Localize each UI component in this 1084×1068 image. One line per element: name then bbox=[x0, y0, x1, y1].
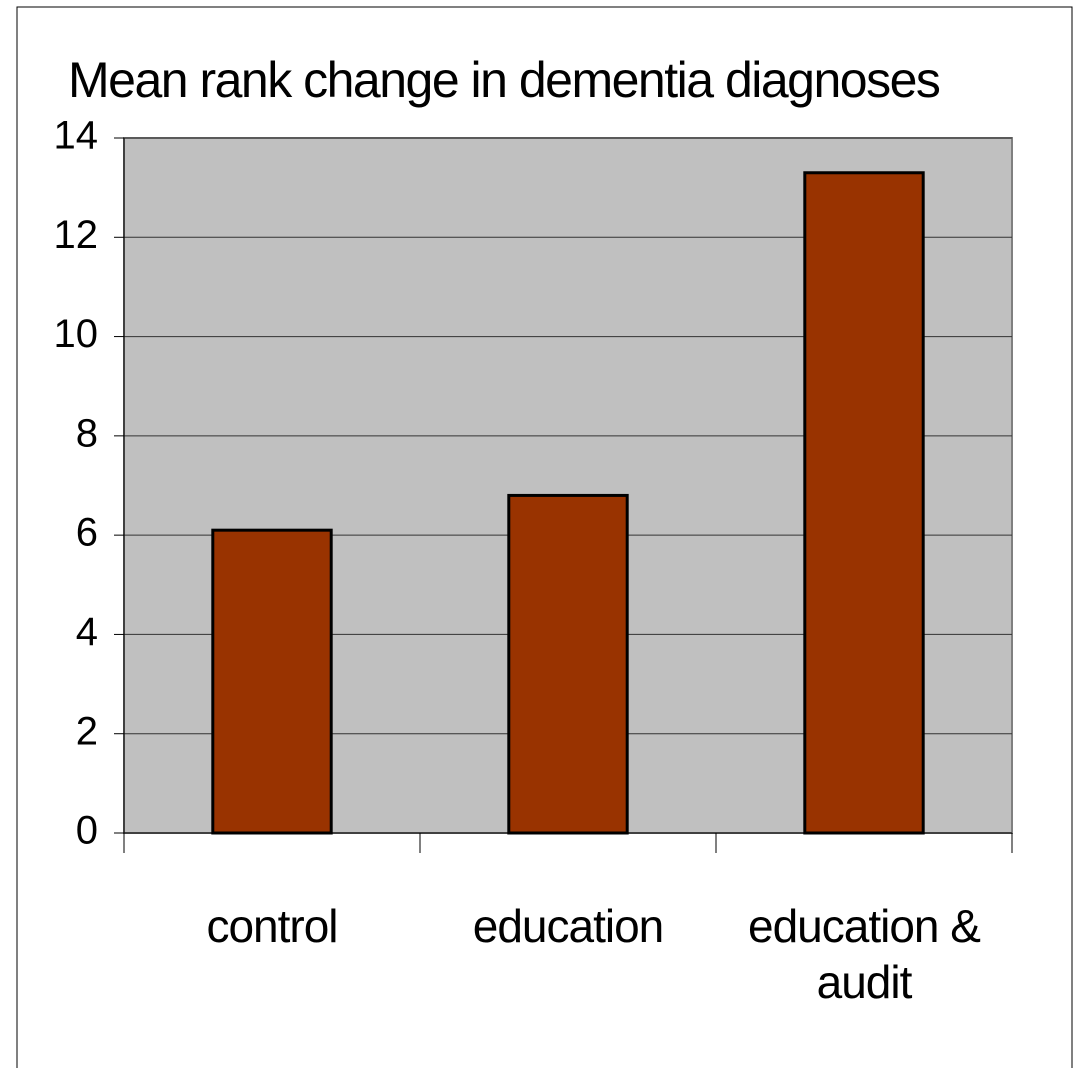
bar bbox=[507, 493, 629, 835]
x-tick-label: control bbox=[206, 900, 338, 952]
frame bbox=[16, 6, 1073, 1068]
chart-title: Mean rank change in dementia diagnoses bbox=[68, 52, 940, 108]
y-tick-label: 8 bbox=[76, 411, 98, 455]
x-tick-label: education & audit bbox=[748, 900, 981, 1008]
y-tick-label: 4 bbox=[76, 610, 98, 654]
y-tick-label: 2 bbox=[76, 709, 98, 753]
y-tick-label: 10 bbox=[54, 312, 99, 356]
x-tick-label: education bbox=[472, 900, 665, 952]
bar bbox=[803, 171, 925, 835]
bar bbox=[211, 528, 333, 835]
y-tick-label: 12 bbox=[54, 213, 99, 257]
y-tick-label: 6 bbox=[76, 511, 98, 555]
y-tick-label: 0 bbox=[76, 809, 98, 853]
y-tick-label: 14 bbox=[54, 114, 99, 158]
